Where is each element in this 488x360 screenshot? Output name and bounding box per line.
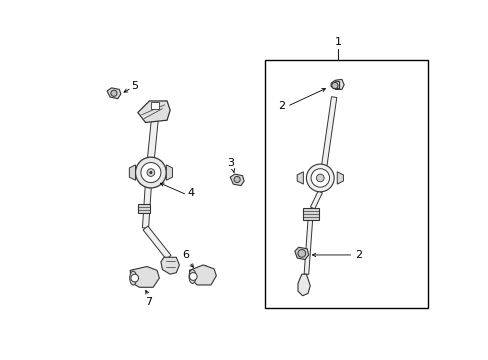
Text: 2: 2 (354, 250, 362, 260)
Polygon shape (107, 88, 121, 99)
Circle shape (111, 90, 117, 96)
Polygon shape (161, 257, 179, 274)
Polygon shape (138, 204, 150, 213)
Circle shape (234, 176, 240, 183)
Circle shape (135, 157, 166, 188)
Circle shape (189, 273, 197, 280)
Polygon shape (294, 247, 308, 260)
Text: 3: 3 (226, 158, 233, 168)
Polygon shape (129, 165, 135, 180)
Polygon shape (143, 226, 171, 259)
Polygon shape (304, 220, 312, 274)
Text: 4: 4 (187, 188, 194, 198)
Polygon shape (230, 174, 244, 186)
Bar (264, 60, 427, 308)
Polygon shape (297, 274, 310, 296)
Text: 6: 6 (182, 250, 189, 260)
Polygon shape (331, 80, 344, 89)
Circle shape (310, 169, 329, 187)
Polygon shape (138, 101, 170, 122)
Polygon shape (303, 208, 318, 220)
Circle shape (147, 169, 154, 176)
Polygon shape (337, 172, 343, 184)
Text: 2: 2 (278, 101, 285, 111)
Circle shape (141, 163, 161, 183)
Circle shape (316, 174, 324, 182)
Polygon shape (142, 181, 151, 228)
Polygon shape (166, 165, 172, 180)
Circle shape (306, 164, 333, 192)
Ellipse shape (189, 270, 196, 283)
Polygon shape (297, 172, 303, 184)
Polygon shape (145, 120, 158, 182)
Ellipse shape (129, 271, 136, 285)
Text: 7: 7 (145, 297, 152, 307)
Text: 1: 1 (334, 37, 341, 47)
Polygon shape (130, 266, 159, 287)
Polygon shape (189, 265, 216, 285)
Circle shape (331, 82, 337, 89)
Circle shape (297, 249, 305, 257)
Polygon shape (330, 81, 339, 89)
Circle shape (149, 171, 152, 174)
Polygon shape (321, 97, 336, 167)
Polygon shape (151, 103, 159, 109)
Text: 5: 5 (131, 81, 139, 91)
Polygon shape (310, 191, 322, 209)
Circle shape (131, 274, 138, 282)
